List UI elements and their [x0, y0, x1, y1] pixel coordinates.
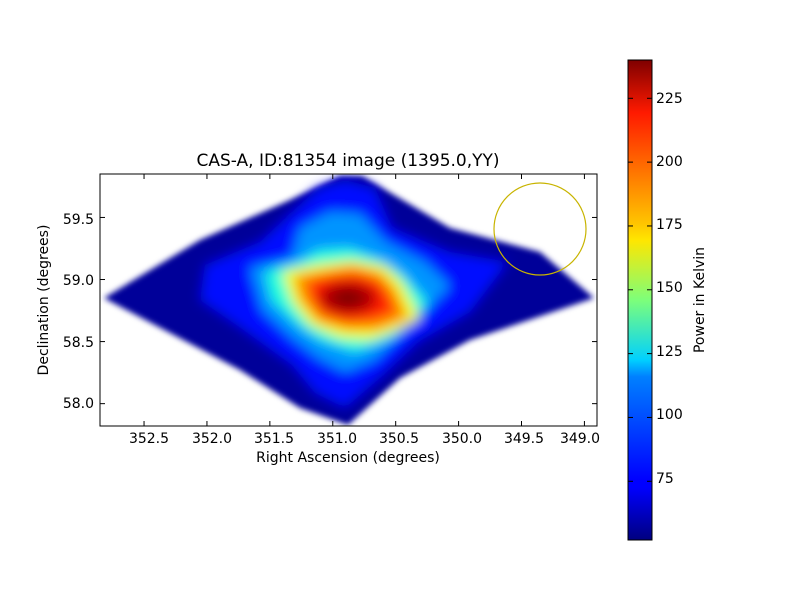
colorbar-tick-label: 100	[656, 407, 683, 423]
colorbar-tick-label: 75	[656, 471, 674, 487]
colorbar-label: Power in Kelvin	[692, 247, 708, 353]
x-tick-label: 351.5	[254, 431, 294, 447]
beam-circle	[493, 182, 587, 276]
y-tick-label: 58.0	[63, 396, 94, 412]
x-tick-label: 351.0	[317, 431, 357, 447]
colorbar: 75 100 125 150 175 200 225 Power in Kelv…	[627, 59, 708, 541]
colorbar-gradient	[627, 59, 653, 541]
heatmap	[104, 176, 594, 425]
x-tick-label: 352.5	[129, 431, 169, 447]
x-tick-label: 350.5	[379, 431, 419, 447]
chart-title: CAS-A, ID:81354 image (1395.0,YY)	[196, 151, 499, 171]
axes-frame	[99, 173, 598, 427]
x-axis-label: Right Ascension (degrees)	[256, 450, 440, 466]
colorbar-tick-label: 200	[656, 154, 683, 170]
y-tick-label: 59.0	[63, 273, 94, 289]
x-tick-label: 349.0	[560, 431, 600, 447]
y-axis: 58.0 58.5 59.0 59.5	[63, 212, 597, 412]
y-tick-label: 58.5	[63, 335, 94, 351]
x-axis: 352.5 352.0 351.5 351.0 350.5 350.0 349.…	[129, 174, 600, 447]
y-axis-label: Declination (degrees)	[36, 225, 52, 376]
y-tick-label: 59.5	[63, 212, 94, 228]
colorbar-tick-label: 125	[656, 344, 683, 360]
colorbar-tick-label: 225	[656, 91, 683, 107]
colorbar-tick-label: 175	[656, 217, 683, 233]
heatmap-peak-core	[334, 290, 362, 306]
x-tick-label: 352.0	[192, 431, 232, 447]
colorbar-tick-label: 150	[656, 280, 683, 296]
x-tick-label: 349.5	[504, 431, 544, 447]
x-tick-label: 350.0	[442, 431, 482, 447]
